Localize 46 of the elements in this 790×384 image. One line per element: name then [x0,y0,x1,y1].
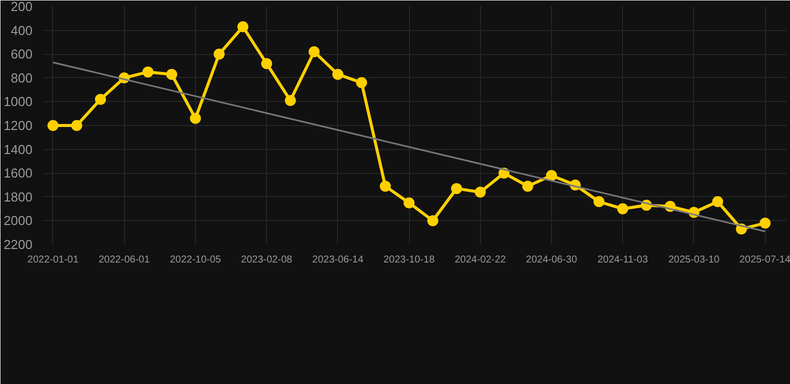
point [760,218,771,229]
y-tick-label: 1200 [4,118,32,133]
point [308,46,320,58]
x-tick-label: 2023-10-18 [383,254,436,266]
x-tick-label: 2024-11-03 [598,254,648,266]
point [71,120,82,131]
point [546,170,557,181]
x-tick-label: 2022-01-01 [27,254,80,266]
point [451,183,462,194]
point [380,180,391,192]
x-tick-label: 2025-03-10 [668,254,720,266]
point [190,112,201,124]
x-tick-label: 2023-06-14 [312,254,364,266]
point [522,180,534,192]
point [142,66,154,78]
x-tick-label: 2022-06-01 [98,254,150,266]
y-tick-label: 2200 [4,237,32,252]
x-tick-label: 2024-06-30 [526,254,578,266]
y-tick-label: 1600 [4,166,32,181]
y-tick-label: 200 [10,0,33,14]
y-tick-label: 400 [10,22,33,38]
point [94,94,106,105]
point [356,77,368,88]
y-tick-label: 1000 [4,94,32,110]
y-tick-label: 800 [10,70,33,86]
x-tick-label: 2025-07-14 [739,254,790,266]
y-tick-label: 1800 [4,189,32,204]
x-tick-label: 2023-02-08 [241,254,293,266]
y-tick-label: 1400 [4,142,32,157]
point [214,48,225,60]
x-tick-label: 2022-10-05 [170,254,222,266]
point [712,196,724,208]
point [404,197,415,208]
y-tick-label: 2000 [4,213,32,228]
point [261,58,272,70]
point [427,215,438,226]
point [166,68,178,80]
point [332,68,344,80]
x-tick-label: 2024-02-22 [454,254,506,266]
point [47,120,58,131]
y-tick-label: 600 [10,46,33,62]
point [474,186,486,198]
point [593,196,604,208]
point [237,21,248,32]
point [284,95,296,106]
point [617,203,628,214]
